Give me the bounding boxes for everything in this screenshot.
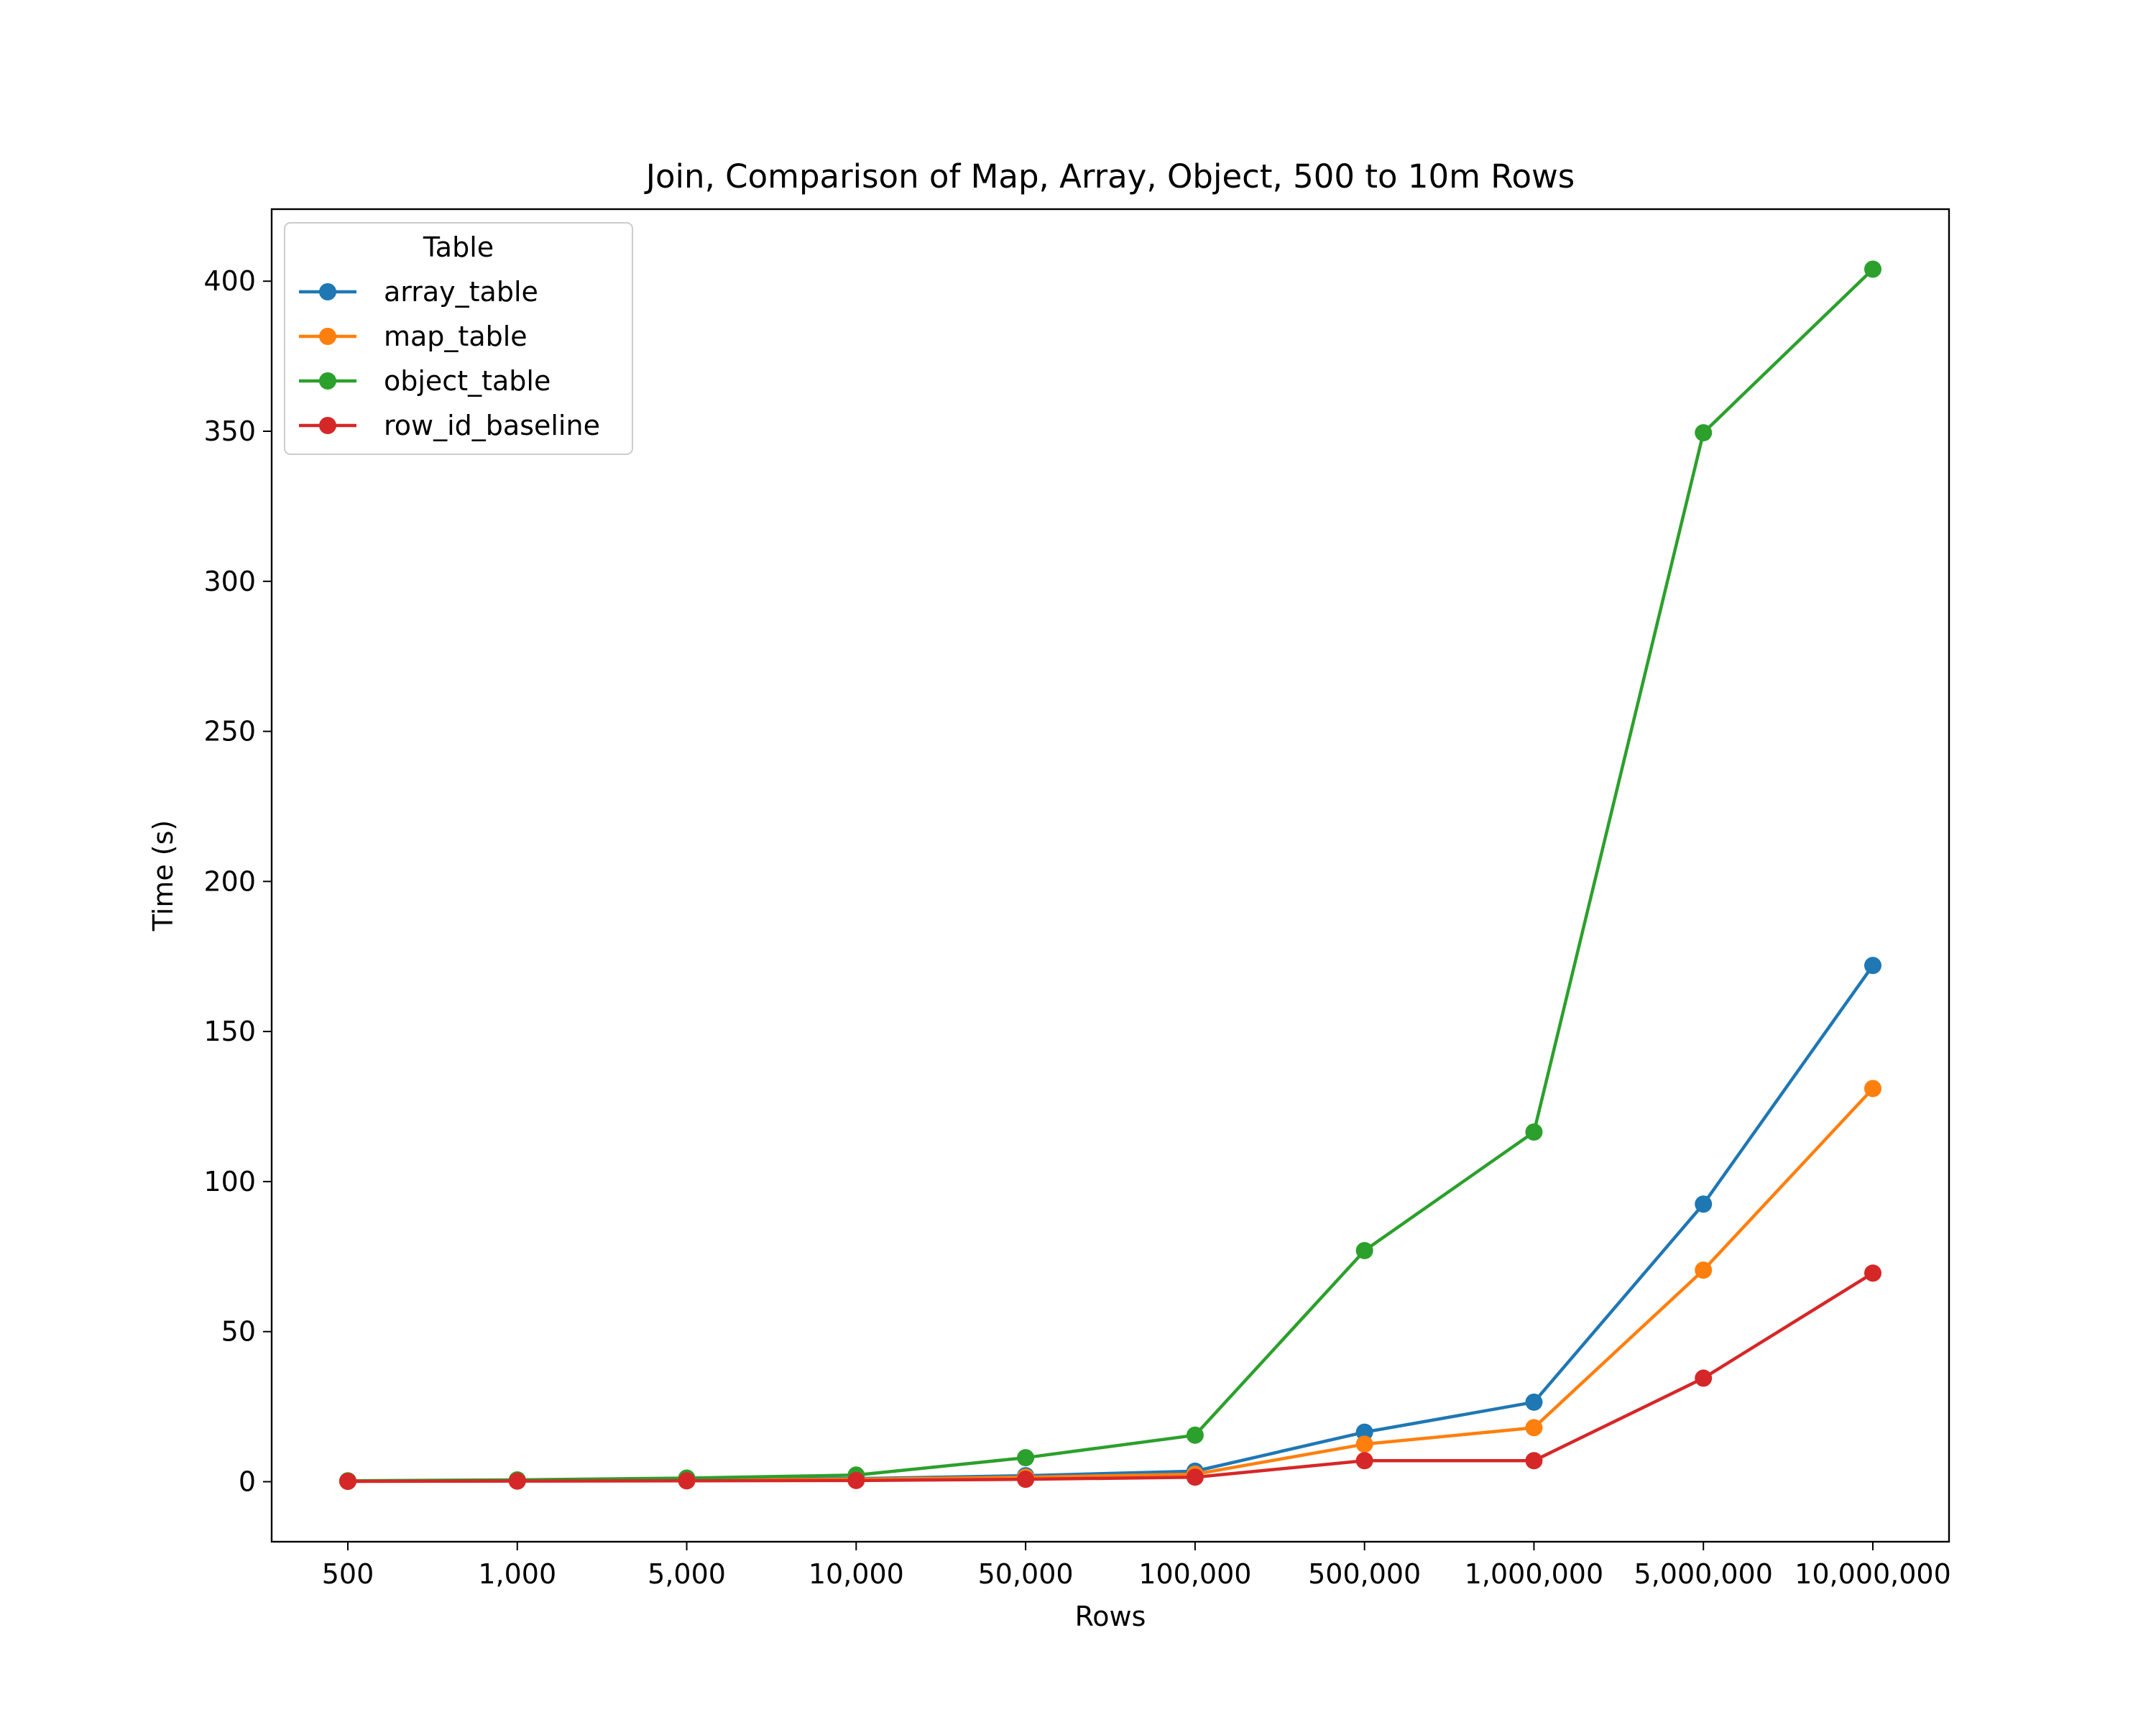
y-tick-label: 150 [203, 1016, 256, 1047]
x-axis: 500 1,000 5,000 10,000 50,000 100,000 500,000 1… [322, 1542, 1951, 1590]
data-point [1017, 1471, 1035, 1489]
data-point [1864, 260, 1881, 278]
legend-items: array_table map_table object_table row_id_b… [299, 276, 600, 441]
y-axis: 0 50 100 150 200 250 300 350 400 [203, 265, 272, 1497]
y-tick-label: 0 [239, 1466, 256, 1497]
data-point [1355, 1241, 1373, 1259]
data-point [1355, 1452, 1373, 1470]
data-point [1525, 1123, 1543, 1141]
data-point [1525, 1419, 1543, 1437]
y-tick-label: 350 [203, 415, 256, 447]
legend-box [284, 222, 633, 455]
legend-item-row_id_baseline: row_id_baseline [299, 410, 600, 441]
legend-item-map_table: map_table [299, 321, 528, 352]
legend: Table array_table map_table object_tablero… [284, 222, 633, 455]
legend-title: Table [423, 231, 494, 263]
data-point [1695, 1261, 1713, 1279]
x-tick-label: 10,000 [808, 1558, 904, 1590]
series-row_id_baseline [339, 1264, 1881, 1491]
series-line [347, 1271, 1874, 1484]
legend-label: map_table [384, 321, 528, 352]
series-line [347, 267, 1874, 1483]
y-tick-label: 200 [203, 865, 256, 897]
x-tick-label: 10,000,000 [1795, 1558, 1951, 1590]
data-point [1525, 1393, 1543, 1411]
data-point [1695, 424, 1713, 442]
data-point [1695, 1369, 1713, 1387]
y-tick-label: 300 [203, 566, 256, 597]
data-point [1355, 1435, 1373, 1453]
x-tick-label: 5,000 [648, 1558, 726, 1590]
x-tick-label: 100,000 [1138, 1558, 1251, 1590]
x-tick-label: 500,000 [1308, 1558, 1421, 1590]
data-point [1017, 1449, 1035, 1467]
data-point [1186, 1426, 1204, 1444]
data-point [1864, 1080, 1881, 1098]
legend-swatch-marker [319, 372, 336, 390]
legend-swatch-marker [319, 417, 336, 434]
legend-label: object_table [384, 365, 550, 397]
data-point [1695, 1195, 1713, 1213]
data-point [1186, 1468, 1204, 1486]
legend-swatch-marker [319, 283, 336, 300]
y-tick-label: 400 [203, 265, 256, 297]
chart-title: Join, Comparison of Map, Array, Object, … [644, 157, 1575, 196]
y-tick-label: 100 [203, 1166, 256, 1197]
data-point [1355, 1423, 1373, 1441]
data-point [1864, 1264, 1881, 1282]
series-layer [339, 260, 1881, 1491]
data-point [1525, 1452, 1543, 1470]
data-point [1864, 957, 1881, 975]
legend-label: row_id_baseline [384, 410, 600, 441]
legend-item-array_table: array_table [299, 276, 538, 308]
x-tick-label: 50,000 [978, 1558, 1074, 1590]
data-point [339, 1473, 356, 1491]
data-point [678, 1472, 696, 1490]
axes-frame [270, 208, 1950, 1543]
x-axis-label: Rows [1075, 1601, 1146, 1632]
x-tick-label: 1,000,000 [1465, 1558, 1603, 1590]
y-tick-label: 50 [221, 1316, 256, 1348]
legend-swatch-marker [319, 328, 336, 345]
x-tick-label: 5,000,000 [1634, 1558, 1773, 1590]
data-point [847, 1471, 865, 1489]
legend-item-object_table: object_table [299, 365, 550, 397]
y-tick-label: 250 [203, 716, 256, 748]
data-point [508, 1472, 526, 1490]
x-tick-label: 500 [322, 1558, 374, 1590]
legend-label: array_table [384, 276, 538, 308]
x-tick-label: 1,000 [478, 1558, 556, 1590]
y-axis-label: Time (s) [147, 820, 179, 932]
